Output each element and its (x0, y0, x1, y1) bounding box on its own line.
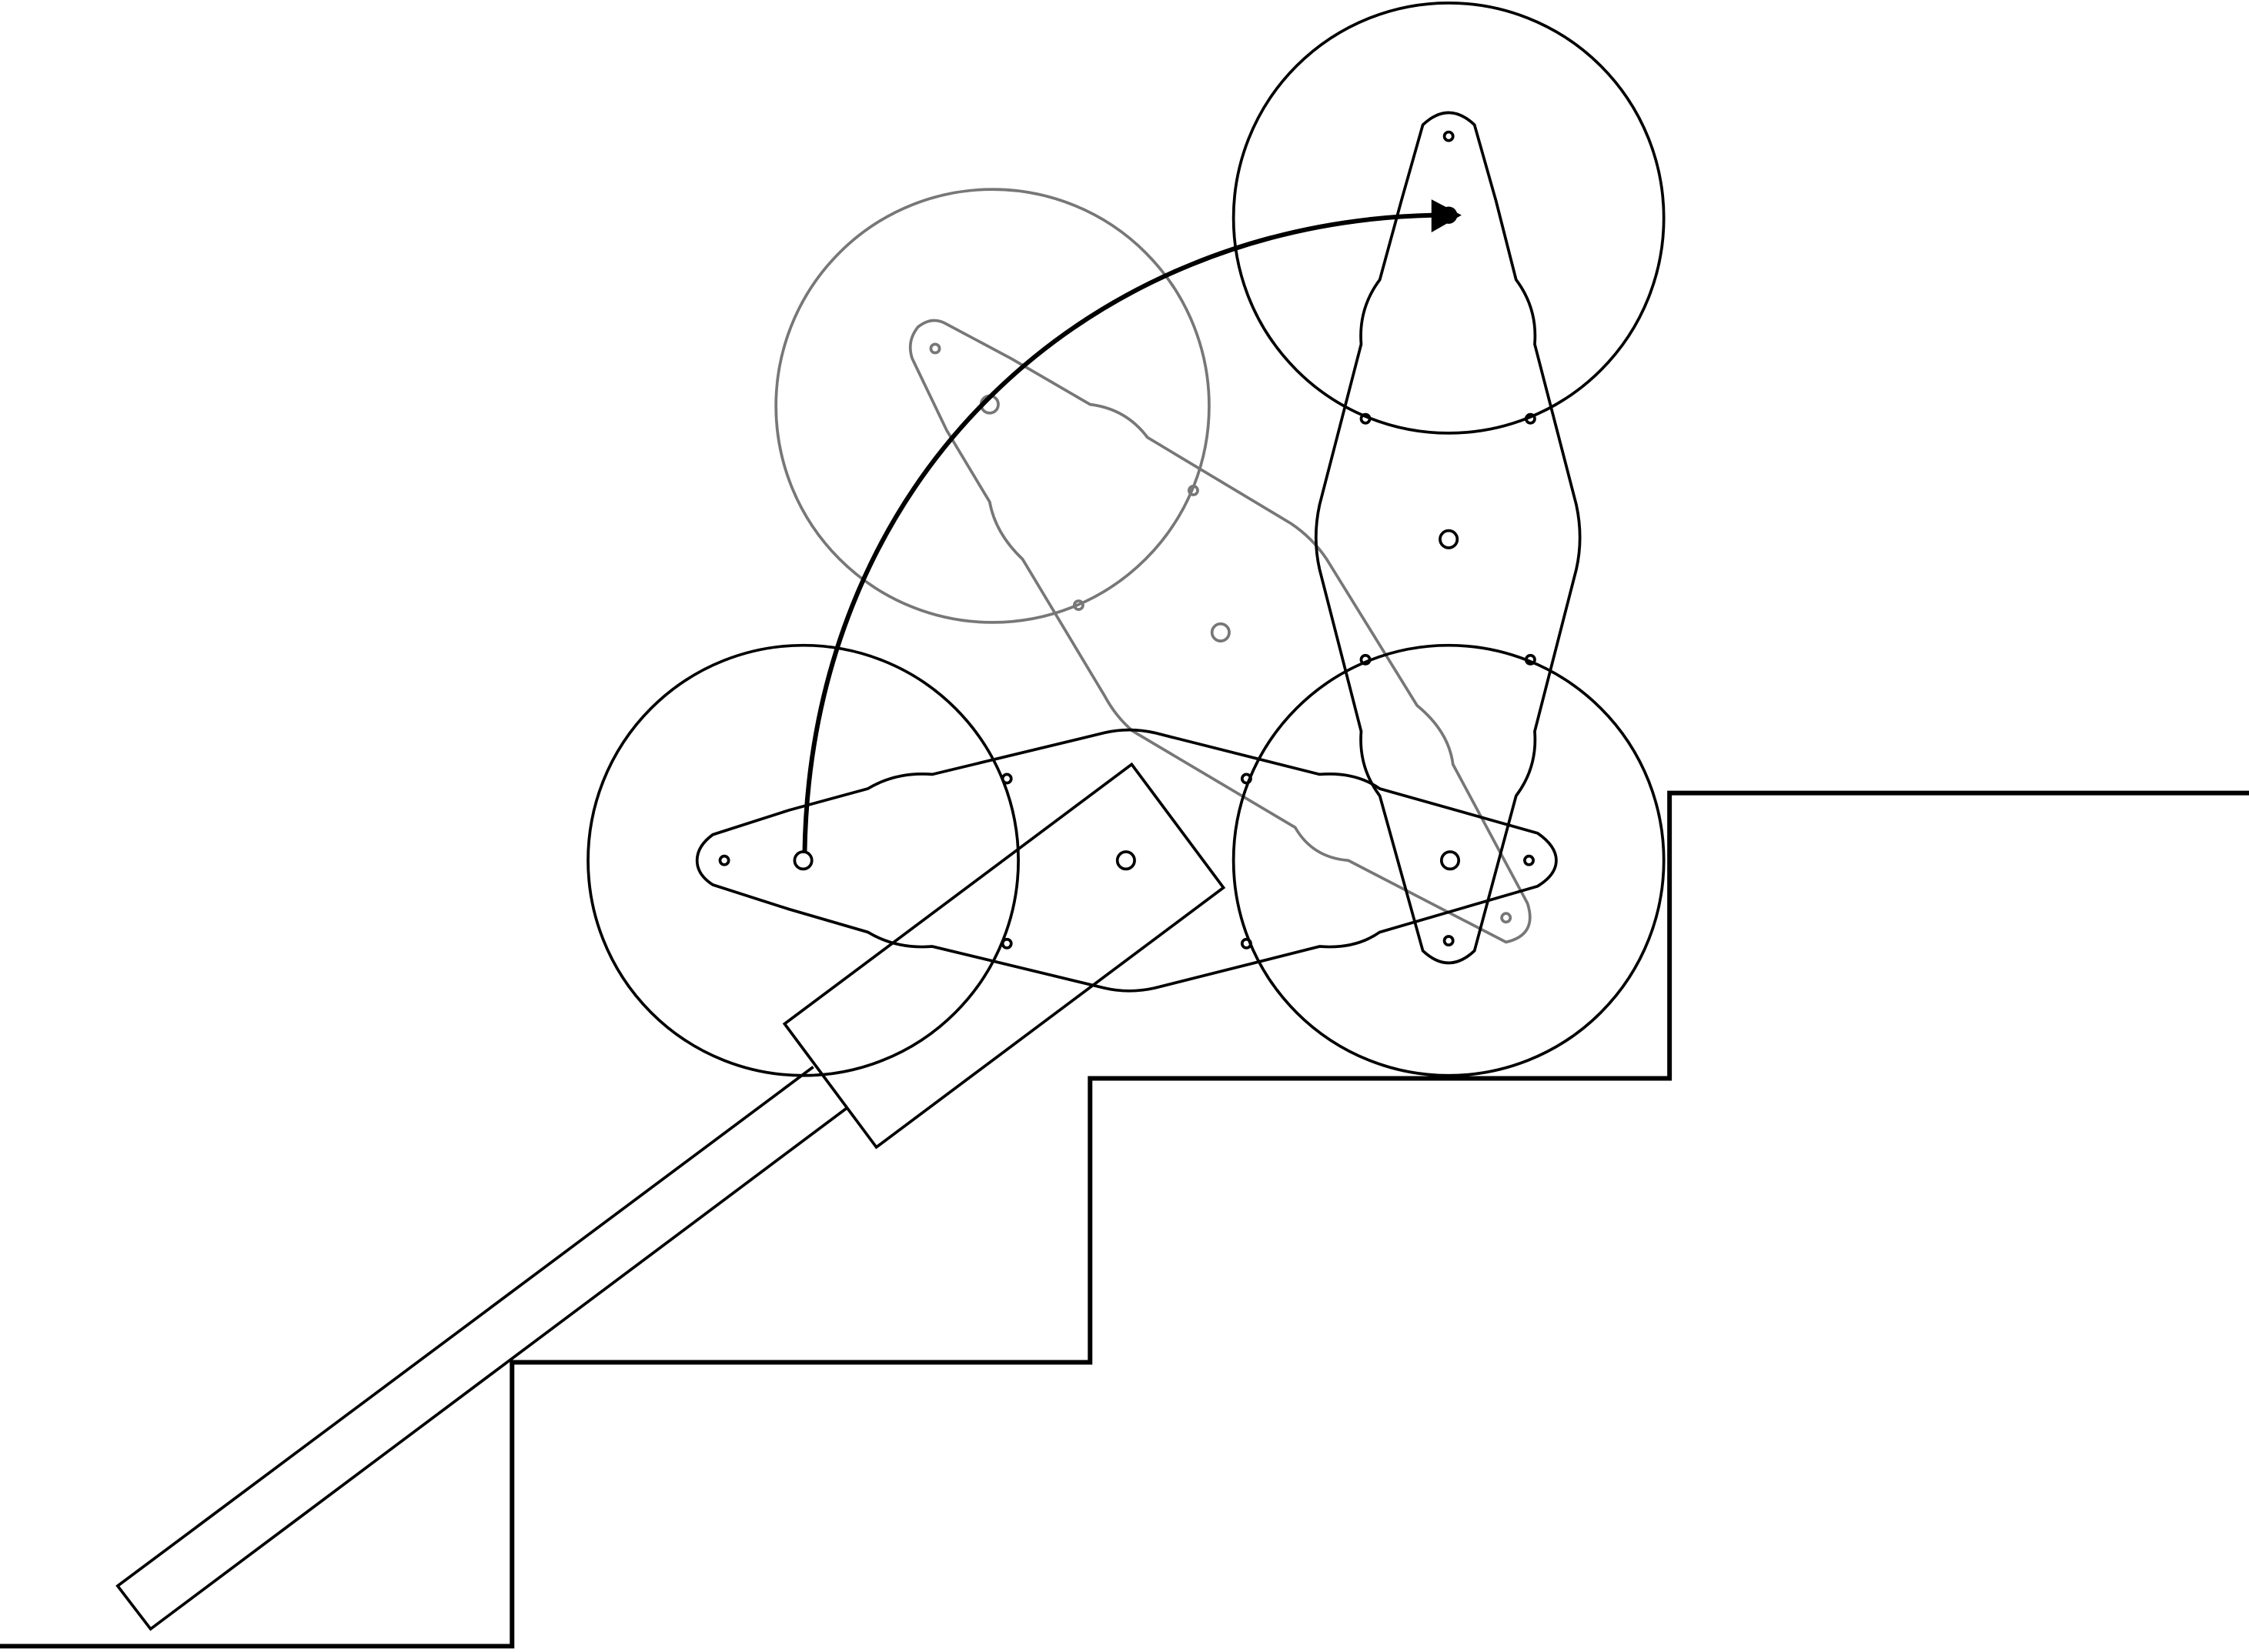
ramp (115, 1066, 847, 1631)
wheel (1231, 643, 1666, 1077)
wheel (586, 643, 1020, 1077)
box (782, 762, 1226, 1150)
body-horizontal (695, 728, 1558, 993)
body-vertical (1314, 111, 1582, 965)
stairs (0, 790, 2249, 1649)
wheel-ghost (774, 188, 1211, 624)
wheel (1231, 1, 1666, 435)
motion-arc (802, 212, 1435, 853)
body-ghost (908, 319, 1532, 944)
holes (718, 130, 1536, 949)
arrow-head (1431, 199, 1462, 233)
